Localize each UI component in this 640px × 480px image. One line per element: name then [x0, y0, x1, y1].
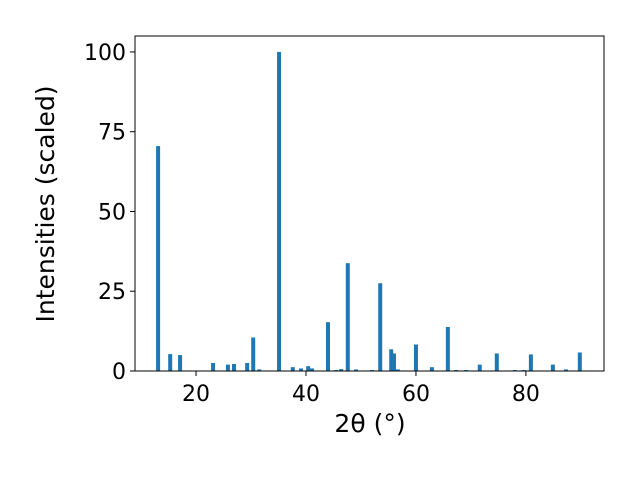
bar	[577, 352, 582, 371]
bar	[306, 366, 311, 371]
bar	[231, 363, 236, 371]
x-axis-label: 2θ (°)	[334, 409, 405, 438]
bar	[245, 363, 250, 371]
bar	[251, 337, 256, 371]
bar	[528, 354, 533, 371]
x-tick-label: 20	[182, 382, 210, 407]
x-tick-label: 60	[402, 382, 430, 407]
bar	[445, 326, 450, 371]
bar	[395, 369, 400, 371]
bar	[494, 353, 499, 371]
bar	[391, 353, 396, 371]
plot-frame	[134, 35, 605, 372]
y-tick-label: 0	[112, 360, 126, 385]
bar	[389, 349, 394, 371]
bar	[310, 368, 315, 371]
y-tick-label: 50	[98, 200, 126, 225]
bar	[299, 368, 304, 371]
y-tick-label: 100	[84, 41, 126, 66]
bar	[325, 322, 330, 371]
x-tick-label: 80	[512, 382, 540, 407]
bar	[211, 363, 216, 371]
bar	[413, 344, 418, 371]
bar	[225, 364, 230, 371]
y-axis-label: Intensities (scaled)	[31, 85, 60, 322]
bar	[378, 283, 383, 371]
bar	[477, 364, 482, 371]
bar	[156, 146, 161, 371]
x-tick-label: 40	[292, 382, 320, 407]
bar	[564, 369, 569, 371]
bar	[178, 355, 183, 371]
bar	[550, 364, 555, 371]
bar	[168, 354, 173, 371]
bar	[354, 369, 359, 371]
bar	[339, 369, 344, 371]
bar	[277, 51, 282, 371]
y-tick-label: 75	[98, 121, 126, 146]
bar	[429, 367, 434, 371]
bar	[290, 367, 295, 371]
bar	[257, 369, 262, 371]
y-tick-label: 25	[98, 280, 126, 305]
bar	[345, 263, 350, 371]
